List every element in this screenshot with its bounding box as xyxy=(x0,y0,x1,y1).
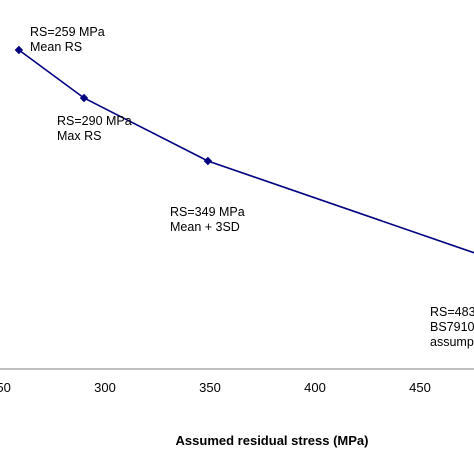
annotation-line: Max RS xyxy=(57,129,101,143)
annotation-line: RS=483 xyxy=(430,305,474,319)
x-axis-label: Assumed residual stress (MPa) xyxy=(176,433,369,448)
annotation-line: RS=290 MPa xyxy=(57,114,132,128)
x-tick-label: 250 xyxy=(0,380,11,395)
annotation-line: BS7910 xyxy=(430,320,474,334)
annotation-line: RS=259 MPa xyxy=(30,25,105,39)
data-point-2 xyxy=(79,93,89,103)
x-tick-label: 450 xyxy=(409,380,431,395)
data-point-1 xyxy=(14,45,24,55)
data-point-3 xyxy=(203,156,213,166)
annotation-line: Mean RS xyxy=(30,40,82,54)
x-tick-label: 350 xyxy=(199,380,221,395)
annotation-line: RS=349 MPa xyxy=(170,205,245,219)
x-tick-label: 400 xyxy=(304,380,326,395)
annotation-line: Mean + 3SD xyxy=(170,220,240,234)
x-tick-label: 300 xyxy=(94,380,116,395)
annotation-line: assump xyxy=(430,335,474,349)
series-line xyxy=(18,49,474,254)
plot-frame xyxy=(0,368,474,370)
